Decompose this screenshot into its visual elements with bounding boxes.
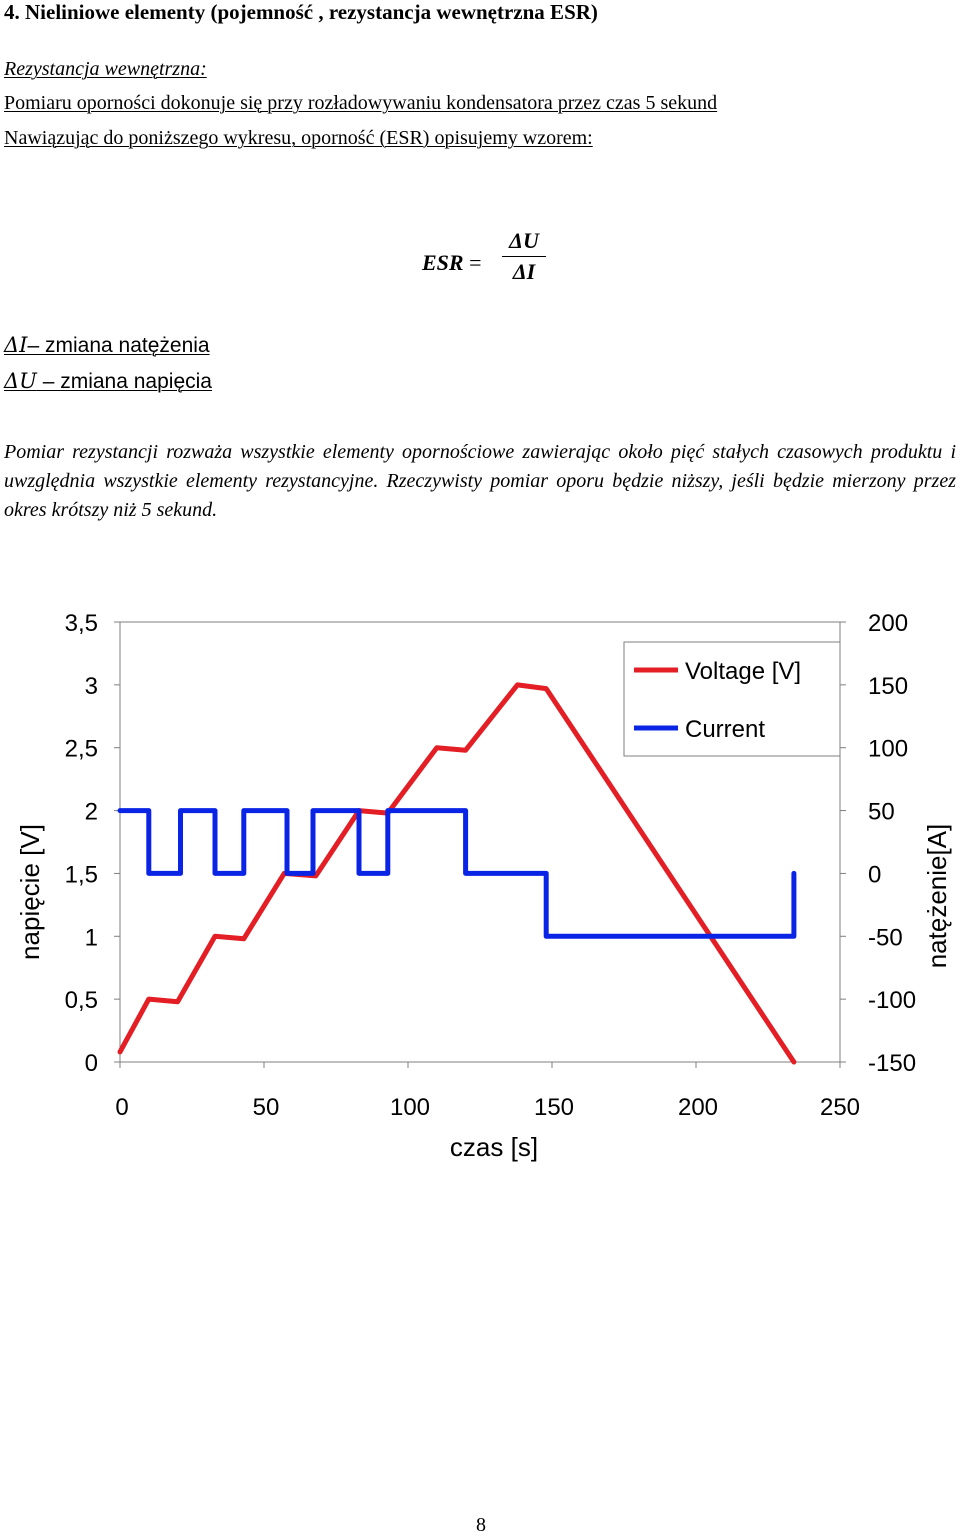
measurement-paragraph: Pomiar rezystancji rozważa wszystkie ele…	[4, 441, 956, 521]
formula-numerator: ΔU	[502, 228, 546, 257]
y-right-tick-label: -100	[868, 987, 916, 1014]
y-left-tick-label: 0	[85, 1050, 98, 1077]
y-left-tick-label: 2,5	[65, 736, 98, 763]
section-heading: 4. Nieliniowe elementy (pojemność , rezy…	[4, 0, 598, 24]
x-tick-label: 150	[534, 1094, 574, 1121]
voltage-series-line	[117, 682, 797, 1065]
legend-label: Current	[685, 716, 765, 743]
y-left-tick-label: 0,5	[65, 987, 98, 1014]
plot-area	[119, 621, 841, 1063]
subheading: Rezystancja wewnętrzna:	[4, 58, 207, 80]
formula-fraction: ΔU ΔI	[502, 228, 546, 285]
x-tick-label: 100	[390, 1094, 430, 1121]
y-left-axis-label: napięcie [V]	[15, 824, 45, 960]
y-right-tick-label: 100	[868, 736, 908, 763]
intro-line-1: Pomiaru oporności dokonuje się przy rozł…	[4, 92, 718, 114]
legend-label: Voltage [V]	[685, 658, 801, 685]
legend-box	[623, 641, 841, 757]
current-series-line	[117, 808, 797, 939]
y-left-tick-label: 1,5	[65, 861, 98, 888]
x-tick-label: 0	[115, 1094, 128, 1121]
formula-lhs: ESR =	[422, 250, 482, 275]
y-left-tick-label: 1	[85, 924, 98, 951]
voltage-current-chart: 0 0,5 1 1,5 2 2,5 3 3,5 -150 -100 -50 0 50 100 150 200 0…	[15, 610, 952, 1162]
y-left-tick-label: 3,5	[65, 610, 98, 637]
y-right-tick-label: 50	[868, 799, 895, 826]
definition-delta-u: ΔU – zmiana napięcia	[4, 369, 212, 393]
y-right-axis-label: natężenie[A]	[922, 824, 952, 969]
y-right-tick-label: 0	[868, 861, 881, 888]
x-axis-label: czas [s]	[450, 1132, 538, 1162]
y-right-tick-label: -150	[868, 1050, 916, 1077]
y-right-tick-label: 200	[868, 610, 908, 637]
formula-denominator: ΔI	[512, 259, 536, 284]
intro-line-2: Nawiązując do poniższego wykresu, oporno…	[4, 127, 593, 149]
page-number: 8	[476, 1514, 486, 1536]
y-left-tick-label: 3	[85, 673, 98, 700]
x-tick-label: 200	[678, 1094, 718, 1121]
y-left-tick-label: 2	[85, 799, 98, 826]
x-tick-label: 250	[820, 1094, 860, 1121]
definition-delta-i: ΔI– zmiana natężenia	[4, 333, 210, 357]
x-tick-label: 50	[253, 1094, 280, 1121]
y-right-tick-label: 150	[868, 673, 908, 700]
y-right-tick-label: -50	[868, 924, 903, 951]
